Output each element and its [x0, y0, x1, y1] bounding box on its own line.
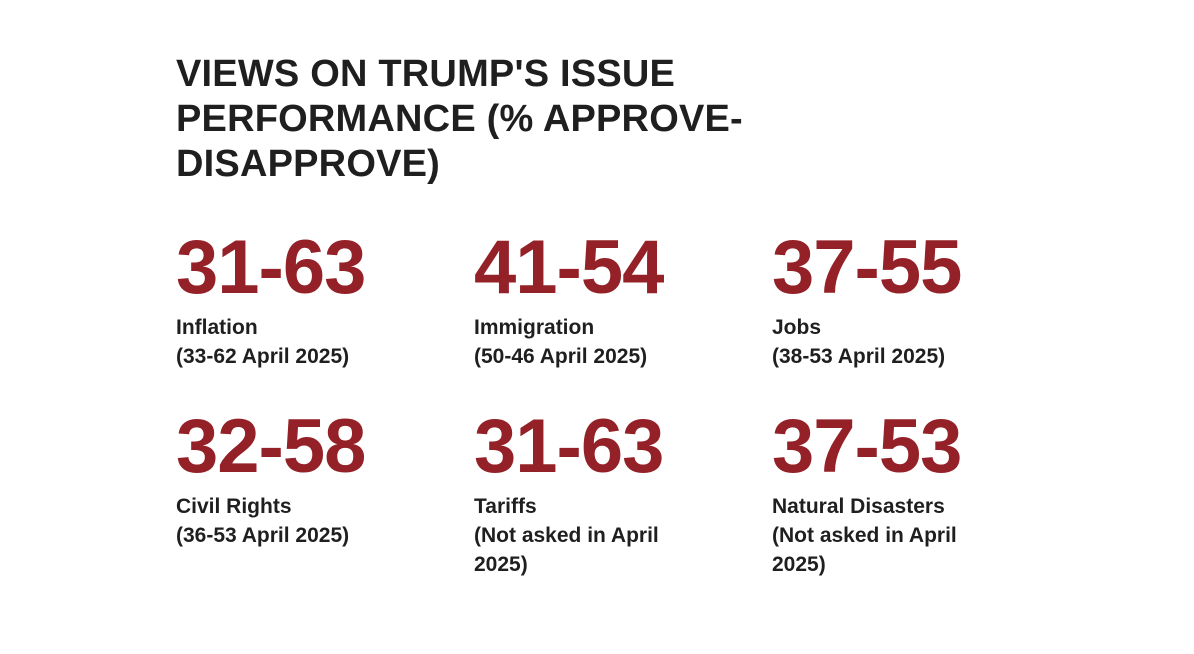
- page-title: VIEWS ON TRUMP'S ISSUE PERFORMANCE (% AP…: [176, 53, 743, 185]
- stat-value: 37-53: [772, 404, 962, 489]
- stat-card-inflation: 31-63 Inflation (33-62 April 2025): [176, 230, 416, 371]
- stat-note: (Not asked in April 2025): [474, 524, 659, 576]
- stat-note: (36-53 April 2025): [176, 524, 350, 547]
- stat-label: Tariffs: [474, 495, 537, 518]
- stat-value: 32-58: [176, 404, 366, 489]
- stat-label: Jobs: [772, 316, 822, 339]
- infographic-content: VIEWS ON TRUMP'S ISSUE PERFORMANCE (% AP…: [176, 52, 1036, 579]
- stat-card-civil-rights: 32-58 Civil Rights (36-53 April 2025): [176, 409, 416, 579]
- stat-label: Inflation: [176, 316, 258, 339]
- stat-label: Natural Disasters: [772, 495, 945, 518]
- stat-note: (33-62 April 2025): [176, 345, 350, 368]
- stat-card-natural-disasters: 37-53 Natural Disasters (Not asked in Ap…: [772, 409, 1012, 579]
- stat-card-jobs: 37-55 Jobs (38-53 April 2025): [772, 230, 1012, 371]
- stats-grid: 31-63 Inflation (33-62 April 2025) 41-54…: [176, 230, 1036, 579]
- stat-note: (38-53 April 2025): [772, 345, 946, 368]
- stat-value: 41-54: [474, 225, 664, 310]
- stat-value: 37-55: [772, 225, 962, 310]
- stat-card-immigration: 41-54 Immigration (50-46 April 2025): [474, 230, 714, 371]
- stat-value: 31-63: [474, 404, 664, 489]
- stat-value: 31-63: [176, 225, 366, 310]
- stat-label: Immigration: [474, 316, 595, 339]
- stat-note: (50-46 April 2025): [474, 345, 648, 368]
- stat-card-tariffs: 31-63 Tariffs (Not asked in April 2025): [474, 409, 714, 579]
- stat-note: (Not asked in April 2025): [772, 524, 957, 576]
- stat-label: Civil Rights: [176, 495, 292, 518]
